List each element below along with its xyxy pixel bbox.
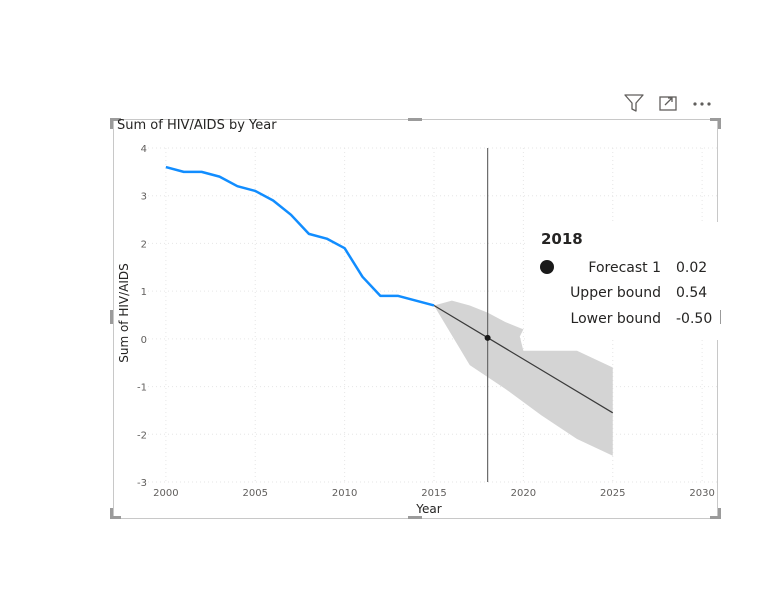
forecast-line bbox=[433, 304, 614, 414]
y-tick-label: -2 bbox=[137, 430, 147, 441]
resize-handle-left[interactable] bbox=[110, 310, 113, 324]
tooltip-title: 2018 bbox=[541, 230, 583, 248]
tooltip: 2018 Forecast 1 0.02 Upper bound 0.54 Lo… bbox=[528, 222, 720, 340]
resize-handle-bottom-left-v[interactable] bbox=[110, 508, 113, 519]
resize-handle-top-right-v[interactable] bbox=[718, 118, 721, 129]
resize-handle-bottom[interactable] bbox=[408, 516, 422, 519]
tooltip-value: 0.02 bbox=[676, 260, 708, 276]
y-tick-label: 0 bbox=[141, 335, 147, 346]
tooltip-label: Upper bound bbox=[570, 285, 661, 301]
y-tick-label: 2 bbox=[141, 239, 147, 250]
x-axis-title: Year bbox=[415, 502, 441, 516]
tooltip-label: Forecast 1 bbox=[588, 260, 661, 276]
x-tick-label: 2015 bbox=[421, 488, 446, 499]
resize-handle-bottom-right[interactable] bbox=[710, 516, 721, 519]
y-tick-label: 4 bbox=[141, 144, 147, 155]
focus-mode-icon[interactable] bbox=[656, 92, 680, 114]
resize-handle-top-left[interactable] bbox=[110, 118, 121, 121]
tooltip-row-forecast: Forecast 1 0.02 bbox=[528, 260, 720, 282]
resize-handle-top[interactable] bbox=[408, 118, 422, 121]
y-tick-label: 3 bbox=[141, 192, 147, 203]
x-tick-label: 2025 bbox=[600, 488, 625, 499]
tooltip-value: -0.50 bbox=[676, 311, 713, 327]
tooltip-series-marker bbox=[540, 260, 554, 274]
resize-handle-bottom-right-v[interactable] bbox=[718, 508, 721, 519]
tooltip-label: Lower bound bbox=[570, 311, 661, 327]
resize-handle-bottom-left[interactable] bbox=[110, 516, 121, 519]
series-line bbox=[165, 165, 435, 307]
resize-handle-top-right[interactable] bbox=[710, 118, 721, 121]
y-tick-label: 1 bbox=[141, 287, 147, 298]
y-tick-label: -1 bbox=[137, 383, 147, 394]
x-tick-label: 2030 bbox=[689, 488, 714, 499]
tooltip-row-upper-bound: Upper bound 0.54 bbox=[528, 285, 720, 307]
x-tick-label: 2020 bbox=[511, 488, 536, 499]
forecast-confidence-band bbox=[434, 300, 613, 456]
filter-icon[interactable] bbox=[622, 92, 646, 114]
y-tick-label: -3 bbox=[137, 478, 147, 489]
chart-title: Sum of HIV/AIDS by Year bbox=[117, 118, 277, 133]
tooltip-value: 0.54 bbox=[676, 285, 708, 301]
visual-header-toolbar bbox=[618, 90, 718, 116]
x-tick-label: 2000 bbox=[153, 488, 178, 499]
more-options-icon[interactable] bbox=[690, 92, 714, 114]
hover-point bbox=[484, 334, 491, 341]
y-axis-title: Sum of HIV/AIDS bbox=[117, 263, 131, 363]
x-tick-label: 2010 bbox=[332, 488, 357, 499]
resize-handle-top-left-v[interactable] bbox=[110, 118, 113, 129]
tooltip-row-lower-bound: Lower bound -0.50 bbox=[528, 311, 720, 333]
x-tick-label: 2005 bbox=[243, 488, 268, 499]
